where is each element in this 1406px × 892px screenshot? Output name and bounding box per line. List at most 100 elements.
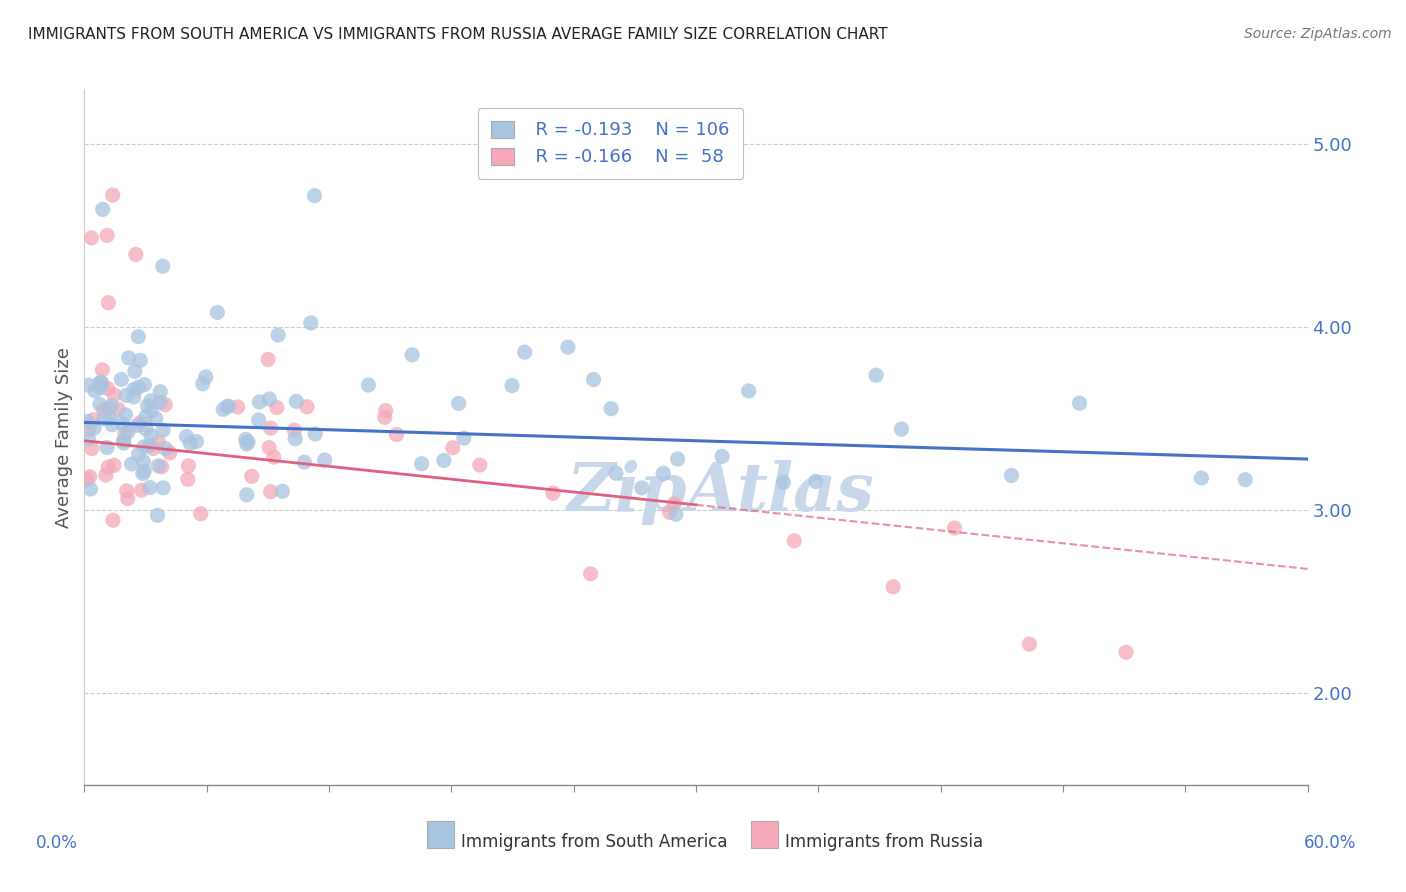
- Point: [711, 450, 734, 464]
- Point: [513, 345, 536, 359]
- Point: [240, 469, 263, 483]
- Point: [284, 432, 307, 446]
- Point: [1000, 468, 1022, 483]
- Point: [247, 413, 270, 427]
- Point: [271, 484, 294, 499]
- Point: [134, 464, 156, 478]
- Point: [148, 458, 170, 473]
- Point: [135, 422, 157, 436]
- Point: [259, 392, 281, 406]
- Text: ZipAtlas: ZipAtlas: [567, 460, 875, 525]
- Point: [112, 434, 135, 448]
- Point: [207, 305, 229, 319]
- Point: [152, 259, 174, 273]
- Point: [129, 416, 152, 430]
- Point: [447, 396, 470, 410]
- Point: [266, 401, 288, 415]
- Point: [98, 411, 121, 425]
- Point: [177, 458, 200, 473]
- Point: [257, 441, 280, 455]
- Point: [1069, 396, 1091, 410]
- Point: [101, 513, 124, 527]
- Point: [96, 441, 118, 455]
- Point: [94, 468, 117, 483]
- Point: [179, 436, 201, 450]
- Point: [117, 491, 139, 506]
- Point: [665, 508, 688, 522]
- Text: Immigrants from Russia: Immigrants from Russia: [786, 833, 983, 851]
- Point: [93, 402, 115, 417]
- Point: [664, 497, 686, 511]
- Legend:   R = -0.193    N = 106,   R = -0.166    N =  58: R = -0.193 N = 106, R = -0.166 N = 58: [478, 108, 742, 179]
- Point: [115, 388, 138, 402]
- Point: [138, 439, 160, 453]
- Point: [129, 353, 152, 368]
- Point: [117, 425, 139, 439]
- Point: [191, 376, 214, 391]
- Point: [155, 398, 177, 412]
- Point: [83, 412, 105, 426]
- Point: [139, 481, 162, 495]
- Point: [90, 380, 112, 394]
- Point: [468, 458, 491, 472]
- Point: [124, 364, 146, 378]
- Point: [89, 397, 111, 411]
- Point: [235, 433, 257, 447]
- Point: [159, 446, 181, 460]
- Point: [115, 483, 138, 498]
- Point: [666, 452, 689, 467]
- Point: [304, 427, 326, 442]
- Point: [541, 486, 564, 500]
- Point: [91, 363, 114, 377]
- Point: [128, 447, 150, 461]
- Point: [212, 402, 235, 417]
- Point: [374, 403, 396, 417]
- Point: [97, 460, 120, 475]
- Point: [118, 351, 141, 365]
- Y-axis label: Average Family Size: Average Family Size: [55, 347, 73, 527]
- Point: [100, 399, 122, 413]
- Point: [235, 437, 257, 451]
- Point: [149, 395, 172, 409]
- Point: [304, 188, 326, 202]
- Point: [226, 400, 249, 414]
- Point: [125, 247, 148, 261]
- Point: [152, 423, 174, 437]
- Point: [433, 453, 456, 467]
- Point: [259, 484, 281, 499]
- Bar: [751, 822, 778, 847]
- Point: [89, 376, 111, 390]
- Text: Immigrants from South America: Immigrants from South America: [461, 833, 728, 851]
- Point: [149, 384, 172, 399]
- Point: [134, 377, 156, 392]
- Point: [83, 384, 105, 398]
- Text: Source: ZipAtlas.com: Source: ZipAtlas.com: [1244, 27, 1392, 41]
- Point: [101, 188, 124, 202]
- Point: [1115, 645, 1137, 659]
- Point: [600, 401, 623, 416]
- Point: [77, 423, 100, 437]
- Point: [77, 432, 100, 446]
- Point: [259, 421, 281, 435]
- Point: [96, 228, 118, 243]
- Point: [79, 482, 101, 496]
- Point: [582, 372, 605, 386]
- Point: [114, 426, 136, 441]
- Point: [176, 429, 198, 443]
- Point: [132, 440, 155, 454]
- Point: [772, 475, 794, 490]
- Point: [132, 454, 155, 468]
- Point: [150, 459, 173, 474]
- Point: [652, 467, 675, 481]
- Point: [76, 473, 98, 487]
- Point: [783, 533, 806, 548]
- Point: [121, 457, 143, 471]
- Point: [80, 442, 103, 456]
- Point: [804, 475, 827, 489]
- Point: [453, 431, 475, 445]
- Point: [152, 481, 174, 495]
- Point: [943, 521, 966, 535]
- Point: [217, 400, 239, 414]
- Point: [103, 458, 125, 473]
- Point: [97, 401, 120, 416]
